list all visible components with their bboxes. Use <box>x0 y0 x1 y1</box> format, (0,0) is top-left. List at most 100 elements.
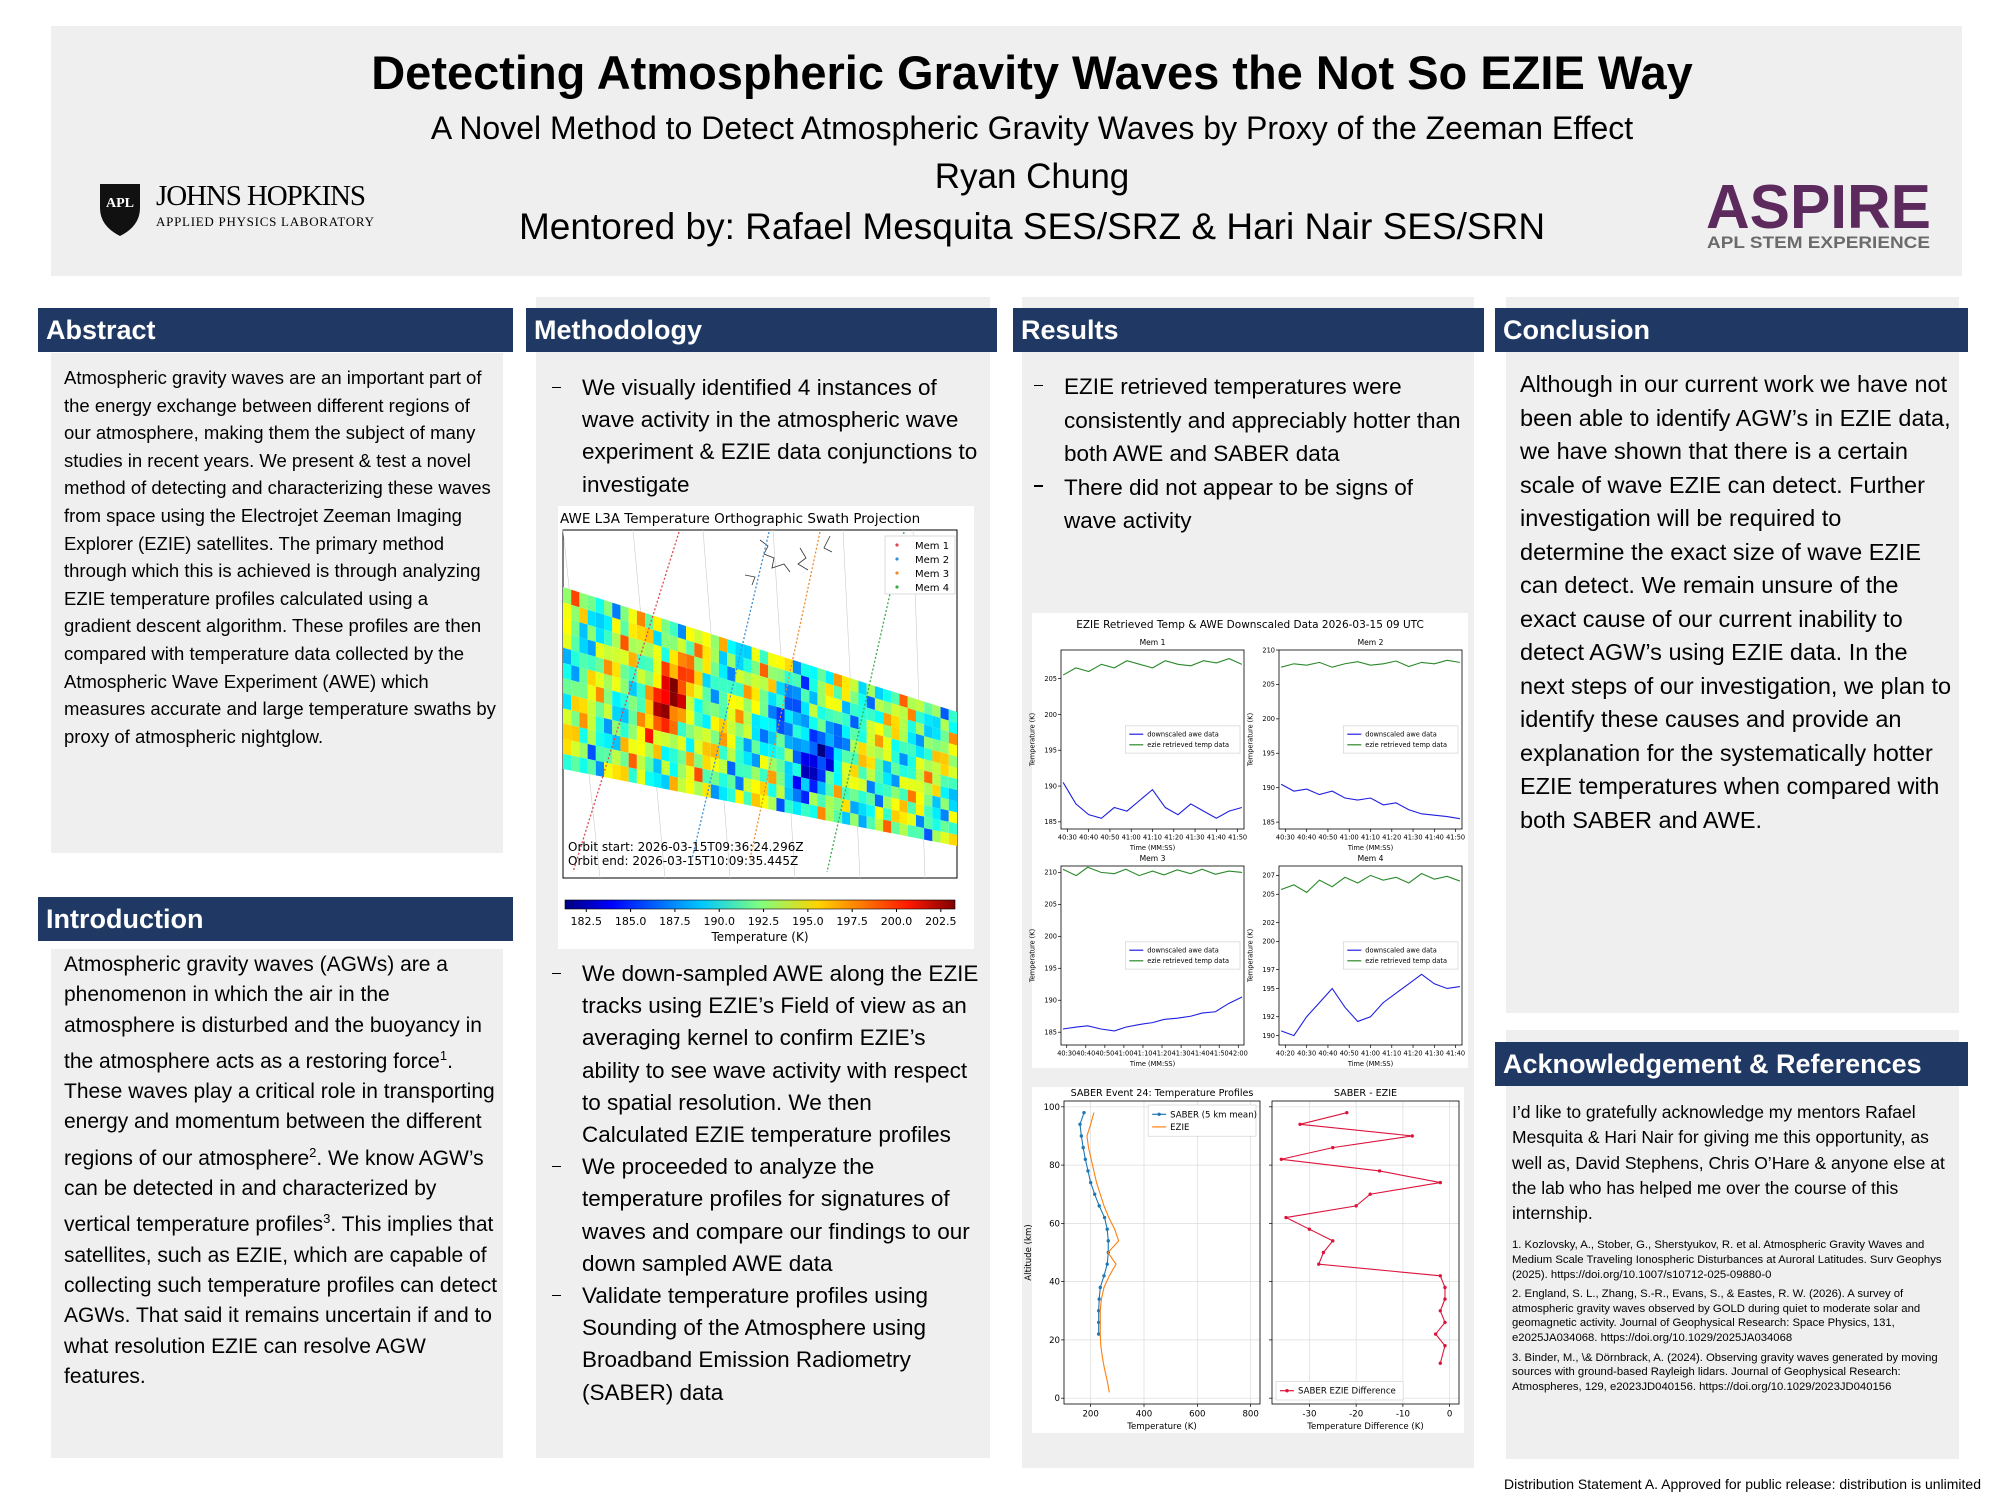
swath-cell <box>948 765 957 779</box>
y-axis-label: Altitude (km) <box>1024 1224 1034 1280</box>
swath-cell <box>932 749 941 764</box>
header-panel <box>51 26 1962 276</box>
conclusion-text: Although in our current work we have not… <box>1520 371 1952 833</box>
y-tick-label: 207 <box>1262 872 1275 880</box>
swath-cell <box>850 763 859 779</box>
swath-cell <box>833 772 843 787</box>
swath-cell <box>948 743 957 757</box>
swath-cell <box>587 714 596 731</box>
swath-cell <box>612 690 621 708</box>
x-tick-label: 40:30 <box>1057 1050 1076 1058</box>
swath-cell <box>645 699 654 716</box>
swath-cell <box>743 657 752 674</box>
swath-cell <box>661 774 670 790</box>
swath-cell <box>948 776 957 791</box>
swath-cell <box>792 672 802 689</box>
x-tick-label: 600 <box>1189 1410 1205 1420</box>
y-tick-label: 205 <box>1262 681 1275 689</box>
plot-frame <box>1060 865 1245 1046</box>
swath-cell <box>702 768 711 785</box>
swath-cell <box>661 717 670 734</box>
swath-cell <box>710 688 719 705</box>
swath-cell <box>809 690 818 706</box>
swath-cell <box>915 803 925 817</box>
swath-cell <box>694 642 703 659</box>
bullet-list: We down-sampled AWE along the EZIE track… <box>548 958 984 1409</box>
data-line <box>1079 1112 1109 1335</box>
colorbar-tick-label: 192.5 <box>748 915 780 928</box>
x-tick-label: 40:50 <box>1100 834 1119 842</box>
swath-cell <box>825 782 834 798</box>
legend-label: ezie retrieved temp data <box>1147 957 1229 965</box>
legend-label: ezie retrieved temp data <box>1147 741 1229 749</box>
swath-cell <box>883 819 892 834</box>
swath-cell <box>899 764 908 779</box>
swath-cell <box>801 675 810 691</box>
swath-cell <box>604 747 613 764</box>
reference: 2. England, S. L., Zhang, S.-R., Evans, … <box>1512 1288 1921 1345</box>
swath-cell <box>932 738 941 753</box>
swath-cell <box>825 732 834 748</box>
swath-cell <box>587 594 596 613</box>
swath-cell <box>653 644 662 661</box>
swath-cell <box>628 622 637 640</box>
x-tick-label: -30 <box>1302 1410 1316 1420</box>
swath-cell <box>751 779 760 795</box>
swath-cell <box>915 768 925 783</box>
swath-cell <box>784 696 793 712</box>
swath-cell <box>850 800 859 815</box>
swath-cell <box>710 756 719 773</box>
swath-cell <box>760 702 769 718</box>
swath-cell <box>579 727 588 744</box>
swath-cell <box>677 707 687 724</box>
swath-cell <box>571 755 580 773</box>
swath-cell <box>727 774 736 790</box>
swath-cell <box>645 770 654 787</box>
swath-cell <box>833 759 843 775</box>
swath-cell <box>653 658 662 675</box>
swath-cell <box>604 659 613 676</box>
y-tick-label: 200 <box>1262 715 1275 723</box>
swath-cell <box>645 727 654 744</box>
swath-cell <box>776 732 785 748</box>
x-tick-label: 40:40 <box>1076 1050 1095 1058</box>
swath-cell <box>702 631 711 648</box>
swath-cell <box>817 667 826 683</box>
swath-cell <box>718 758 728 775</box>
swath-cell <box>833 797 843 812</box>
swath-cell <box>899 717 908 732</box>
data-point <box>1438 1180 1443 1185</box>
y-tick-label: 185 <box>1044 1029 1057 1037</box>
x-tick-label: 41:10 <box>1361 834 1380 842</box>
panel-title: Mem 4 <box>1358 854 1384 863</box>
swath-cell <box>858 741 867 756</box>
panel-title: SABER Event 24: Temperature Profiles <box>1071 1088 1254 1099</box>
data-point <box>1096 1332 1101 1336</box>
swath-cell <box>883 688 892 703</box>
swath-cell <box>718 636 728 653</box>
swath-cell <box>940 774 949 789</box>
swath-cell <box>883 760 892 774</box>
colorbar-tick-label: 182.5 <box>571 915 603 928</box>
swath-cell <box>702 713 711 730</box>
swath-cell <box>768 782 777 798</box>
swath-cell <box>595 627 605 645</box>
swath-cell <box>932 806 941 821</box>
swath-cell <box>636 668 646 685</box>
x-tick-label: 40:40 <box>1297 834 1316 842</box>
swath-cell <box>801 662 810 678</box>
data-line <box>1062 782 1243 819</box>
x-tick-label: 41:40 <box>1207 834 1226 842</box>
data-point <box>1079 1134 1084 1138</box>
swath-cell <box>579 652 588 670</box>
swath-cell <box>571 740 580 758</box>
swath-cell <box>883 748 892 763</box>
swath-cell <box>940 786 949 800</box>
swath-cell <box>686 737 695 754</box>
swath-cell <box>866 719 875 734</box>
swath-cell <box>784 708 793 725</box>
swath-cell <box>636 624 646 642</box>
swath-cell <box>776 706 785 722</box>
swath-cell <box>669 705 678 722</box>
